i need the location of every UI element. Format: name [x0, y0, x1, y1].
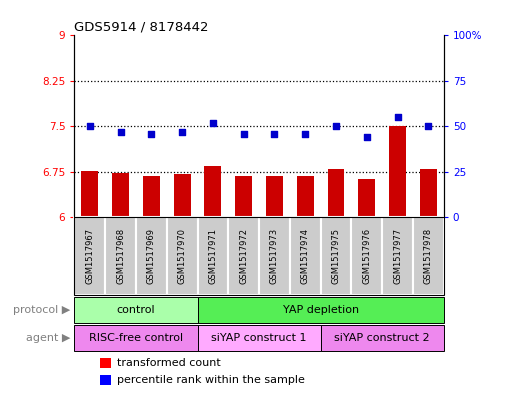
Point [240, 130, 248, 137]
Bar [235, 176, 252, 217]
Text: GSM1517970: GSM1517970 [177, 228, 187, 285]
Text: GSM1517967: GSM1517967 [85, 228, 94, 285]
FancyBboxPatch shape [136, 217, 167, 296]
Bar [297, 176, 313, 217]
Text: transformed count: transformed count [117, 358, 221, 368]
FancyBboxPatch shape [413, 217, 444, 296]
Text: protocol ▶: protocol ▶ [13, 305, 71, 315]
Bar [204, 166, 222, 217]
Point [116, 129, 125, 135]
FancyBboxPatch shape [321, 217, 351, 296]
FancyBboxPatch shape [105, 217, 136, 296]
Bar [198, 297, 444, 323]
FancyBboxPatch shape [351, 217, 382, 296]
FancyBboxPatch shape [259, 217, 290, 296]
Text: GSM1517972: GSM1517972 [239, 228, 248, 285]
Bar [198, 325, 321, 351]
Text: RISC-free control: RISC-free control [89, 333, 183, 343]
Text: GSM1517974: GSM1517974 [301, 228, 310, 285]
FancyBboxPatch shape [382, 217, 413, 296]
Text: YAP depletion: YAP depletion [283, 305, 359, 315]
Bar [100, 358, 111, 368]
Text: GSM1517973: GSM1517973 [270, 228, 279, 285]
Bar [327, 169, 345, 217]
Text: siYAP construct 1: siYAP construct 1 [211, 333, 307, 343]
Bar [112, 173, 129, 217]
Point [270, 130, 279, 137]
Point [147, 130, 155, 137]
Text: GSM1517968: GSM1517968 [116, 228, 125, 285]
Text: agent ▶: agent ▶ [26, 333, 71, 343]
Text: GSM1517969: GSM1517969 [147, 228, 156, 285]
Text: control: control [116, 305, 155, 315]
Bar [74, 325, 198, 351]
Text: GSM1517971: GSM1517971 [208, 228, 218, 285]
Text: percentile rank within the sample: percentile rank within the sample [117, 375, 305, 385]
Text: GSM1517977: GSM1517977 [393, 228, 402, 285]
FancyBboxPatch shape [74, 217, 105, 296]
Bar [81, 171, 98, 217]
Point [301, 130, 309, 137]
Point [332, 123, 340, 130]
Bar [420, 169, 437, 217]
Text: GSM1517978: GSM1517978 [424, 228, 433, 285]
Point [86, 123, 94, 130]
Bar [358, 179, 375, 217]
Text: GSM1517976: GSM1517976 [362, 228, 371, 285]
Bar [321, 325, 444, 351]
Bar [389, 127, 406, 217]
FancyBboxPatch shape [290, 217, 321, 296]
Bar [100, 375, 111, 385]
Text: GDS5914 / 8178442: GDS5914 / 8178442 [74, 20, 209, 33]
FancyBboxPatch shape [198, 217, 228, 296]
Point [424, 123, 432, 130]
Point [178, 129, 186, 135]
FancyBboxPatch shape [167, 217, 198, 296]
Text: siYAP construct 2: siYAP construct 2 [334, 333, 430, 343]
Point [209, 119, 217, 126]
Point [393, 114, 402, 120]
Bar [143, 176, 160, 217]
Text: GSM1517975: GSM1517975 [331, 228, 341, 285]
Bar [74, 297, 198, 323]
FancyBboxPatch shape [228, 217, 259, 296]
Bar [266, 176, 283, 217]
Point [363, 134, 371, 140]
Bar [173, 174, 191, 217]
